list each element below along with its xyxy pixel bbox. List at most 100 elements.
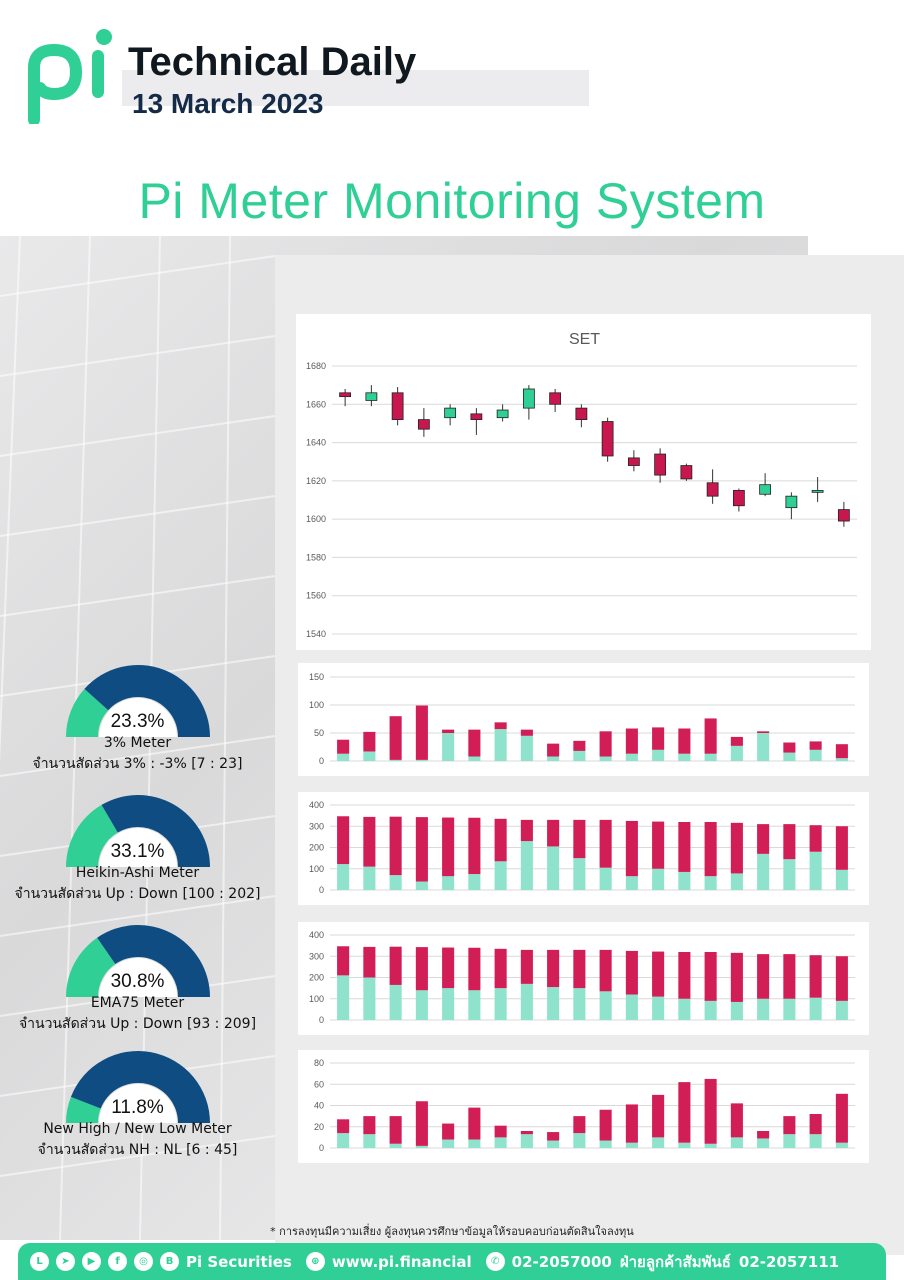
y-tick-label: 300 [309,951,324,961]
gauge-center [98,958,177,997]
gauge-heikin-ashi-meter: 33.1% Heikin-Ashi Meter จำนวนสัดส่วน Up … [0,792,275,905]
bar-segment-down [625,1104,638,1143]
phone-icon: ✆ [485,1252,505,1271]
bar-segment-up [573,750,586,761]
candle-body [339,392,352,398]
bar-segment-down [520,819,533,842]
telegram-icon[interactable]: ➤ [56,1252,75,1271]
bar-segment-up [442,876,455,890]
bar-segment-up [704,1000,717,1020]
candle-body [496,409,509,419]
y-tick-label: 1660 [306,399,326,409]
gauge-ema75-meter: 30.8% EMA75 Meter จำนวนสัดส่วน Up : Down… [0,922,275,1035]
pi-logo [28,29,112,124]
bar-segment-up [599,1140,612,1148]
candle-body [391,392,404,421]
bar-segment-up [678,753,691,761]
bar-segment-down [652,727,665,750]
gauge-ratio: จำนวนสัดส่วน 3% : -3% [7 : 23] [32,756,243,772]
y-tick-label: 1620 [306,476,326,486]
line-icon[interactable]: L [30,1252,49,1271]
bar-segment-up [809,1134,822,1148]
gauge-nh-nl-meter: 11.8% New High / New Low Meter จำนวนสัดส… [0,1048,275,1161]
nh-nl-bar-chart: 0 20 40 60 80 [298,1050,869,1163]
bar-segment-up [730,873,743,890]
candle [601,417,614,462]
bar-segment-down [783,1116,796,1135]
bar-segment-up [494,729,507,761]
y-tick-label: 80 [314,1058,324,1068]
bar-segment-down [678,822,691,872]
bar-segment-down [730,822,743,874]
candle-body [522,388,535,409]
bar-segment-up [652,868,665,890]
y-tick-label: 1540 [306,629,326,639]
candle [785,492,798,520]
gauge-3pct-meter: 23.3% 3% Meter จำนวนสัดส่วน 3% : -3% [7 … [0,662,275,775]
footer-service-phone[interactable]: 02-2057111 [738,1252,840,1271]
footer-service-label: ฝ่ายลูกค้าสัมพันธ์ [619,1252,731,1271]
bar-segment-down [625,728,638,754]
candle [654,448,667,483]
y-tick-label: 200 [309,973,324,983]
candle [732,488,745,512]
bar-segment-up [730,1137,743,1148]
bar-segment-down [389,946,402,985]
gauge-dial [65,795,210,867]
bar-segment-up [468,990,481,1020]
bar-segment-up [652,749,665,761]
candle-body [785,495,798,509]
facebook-icon[interactable]: f [108,1252,127,1271]
bar-segment-up [783,1134,796,1148]
bar-segment-down [415,705,428,760]
gauge-dial [65,1051,210,1123]
bar-segment-up [783,752,796,761]
bar-segment-down [494,722,507,730]
bar-segment-up [547,756,560,761]
bar-segment-up [599,867,612,890]
candle-body [365,392,378,401]
y-tick-label: 100 [309,700,324,710]
bar-segment-down [337,816,350,865]
bar-segment-up [468,756,481,761]
gauge-negative-arc [96,925,210,997]
bar-segment-up [652,1137,665,1148]
candle [575,404,588,428]
bar-segment-down [442,817,455,877]
gauge-ratio: จำนวนสัดส่วน Up : Down [100 : 202] [14,886,261,902]
candle-body [837,509,850,522]
y-tick-label: 1640 [306,438,326,448]
bar-segment-up [599,991,612,1020]
bar-segment-up [520,841,533,890]
candle [759,473,772,497]
bar-segment-up [520,983,533,1020]
gauge-positive-arc [65,1096,101,1123]
bar-segment-up [468,1139,481,1148]
bar-segment-down [468,729,481,757]
y-tick-label: 1580 [306,552,326,562]
bar-segment-up [520,1134,533,1148]
bar-segment-down [547,743,560,757]
gauge-percent: 33.1% [110,841,165,862]
bar-segment-up [415,1145,428,1148]
bar-segment-down [389,716,402,760]
bar-segment-up [704,1143,717,1148]
bar-segment-up [389,875,402,890]
bar-segment-down [704,952,717,1001]
blockdit-icon[interactable]: B [160,1252,179,1271]
instagram-icon[interactable]: ◎ [134,1252,153,1271]
bar-segment-down [573,1116,586,1134]
bar-segment-down [573,819,586,859]
candle [339,388,352,407]
candle [444,404,457,426]
bar-segment-down [835,1093,848,1143]
youtube-icon[interactable]: ▶ [82,1252,101,1271]
bar-segment-up [337,1133,350,1148]
bar-segment-up [625,753,638,761]
bar-segment-down [468,947,481,991]
bar-segment-down [415,947,428,991]
footer-phone[interactable]: 02-2057000 [511,1252,612,1271]
footer-website-link[interactable]: www.pi.financial [331,1252,472,1271]
bar-segment-down [652,821,665,869]
bar-segment-down [363,731,376,752]
